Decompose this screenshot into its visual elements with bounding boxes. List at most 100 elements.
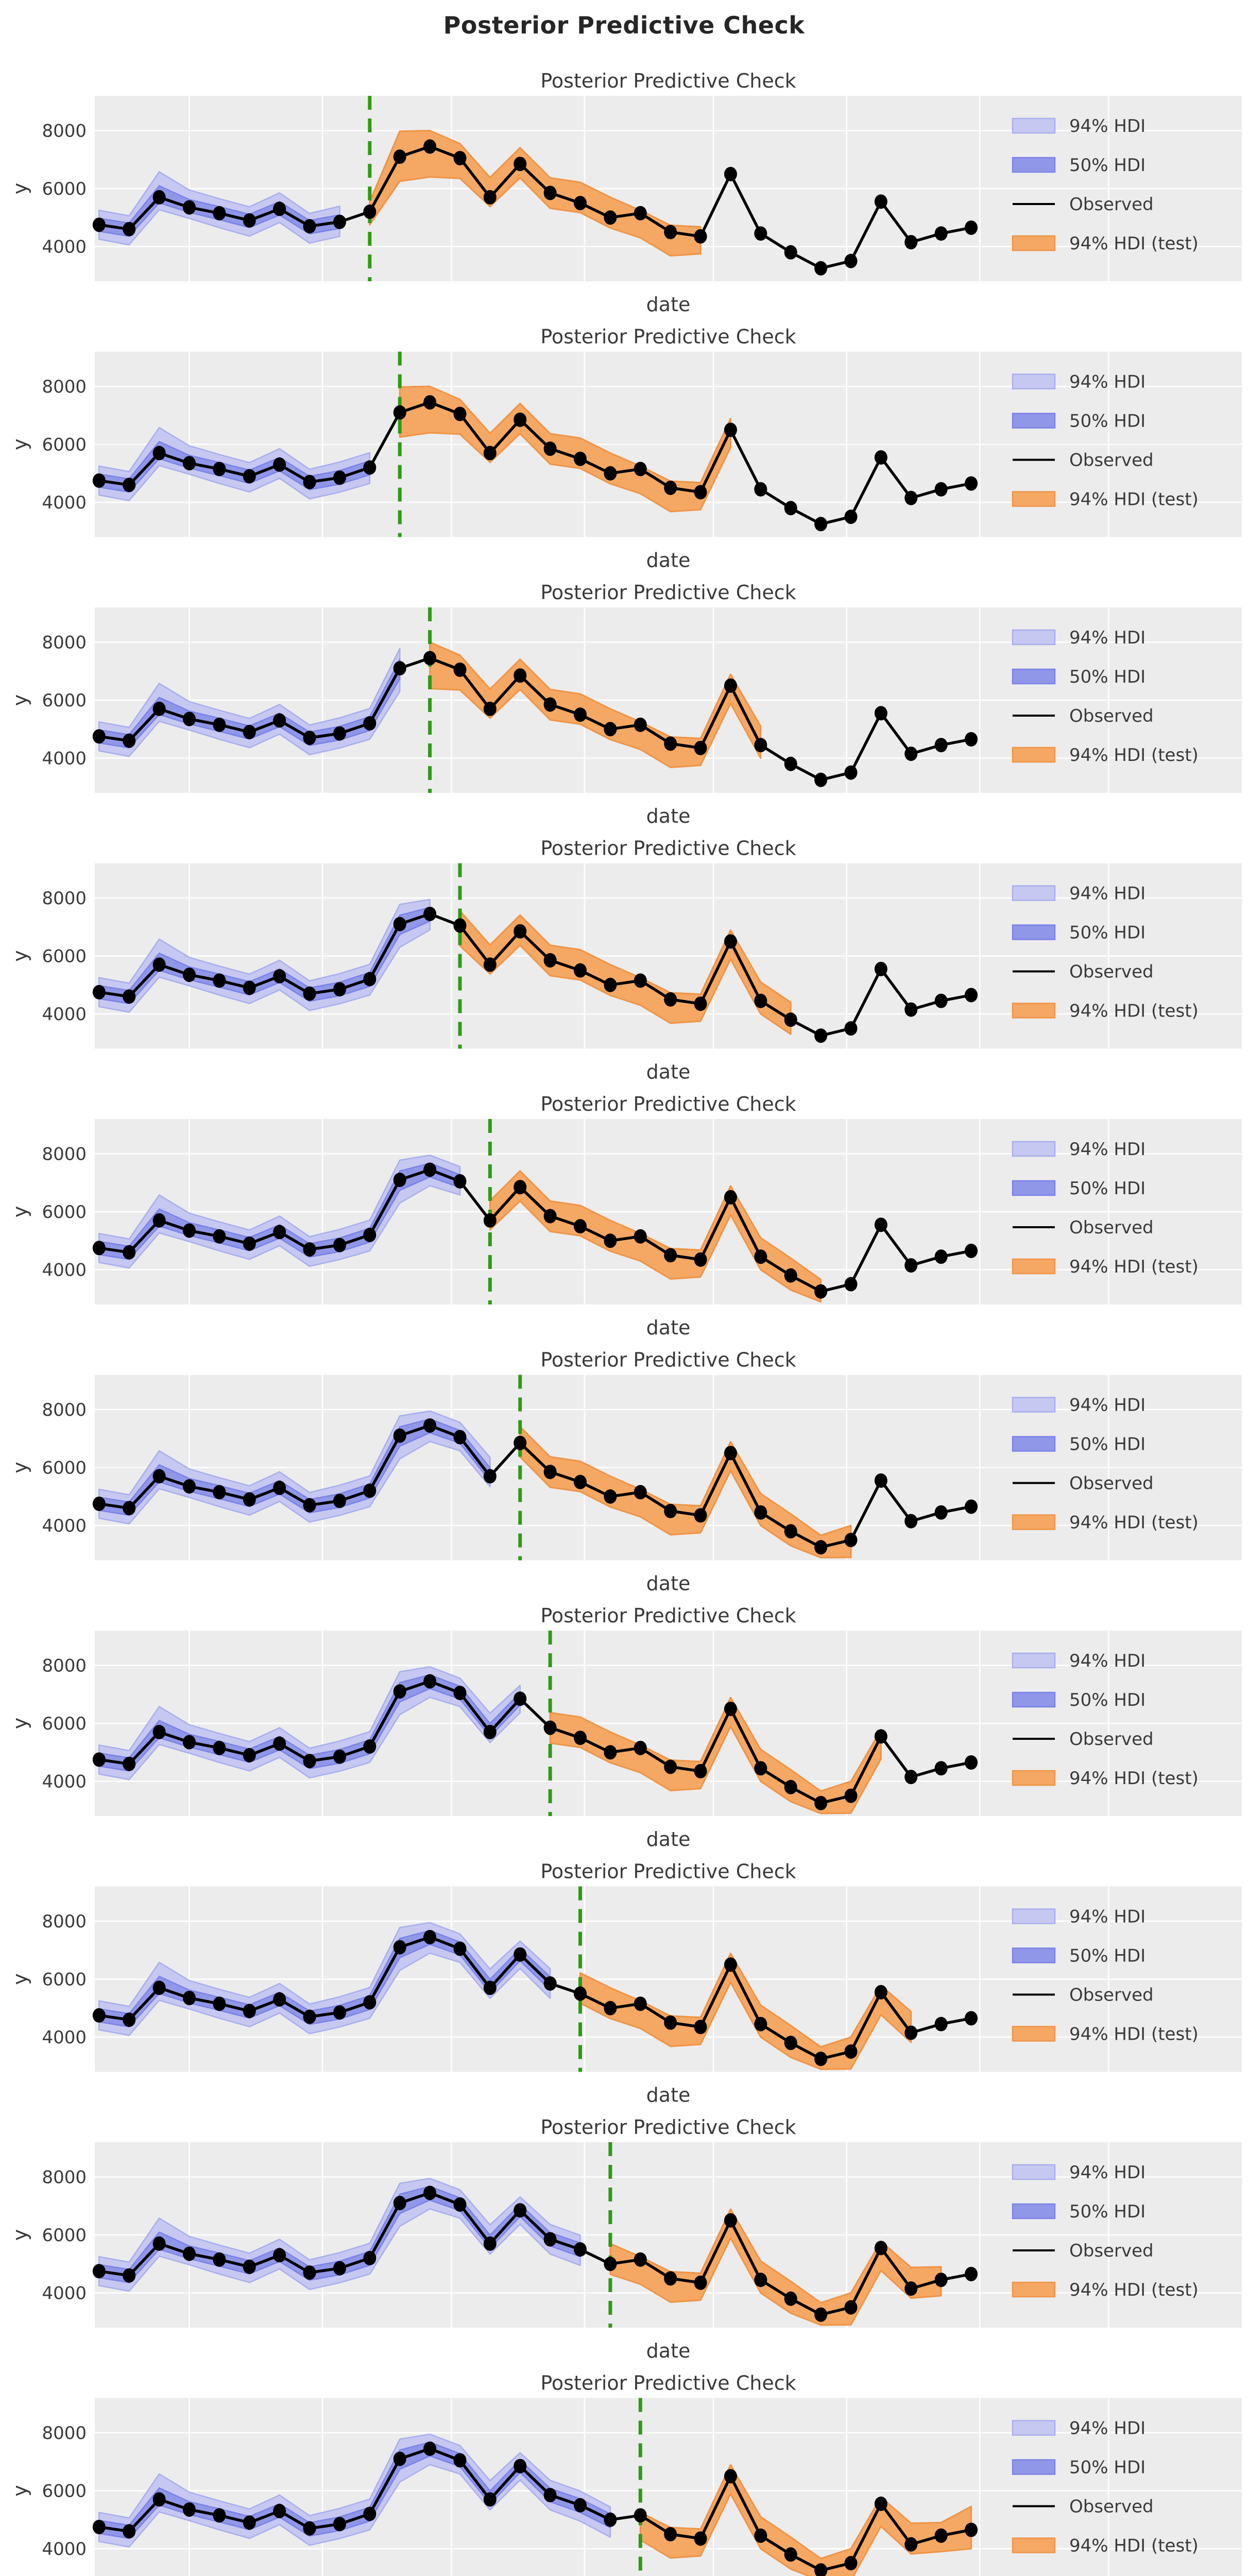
observed-point	[243, 469, 256, 484]
observed-point	[784, 1780, 797, 1794]
observed-point	[694, 1764, 707, 1778]
subplot-title: Posterior Predictive Check	[540, 581, 796, 604]
y-tick-label: 6000	[42, 946, 87, 967]
observed-point	[213, 717, 226, 732]
observed-point	[213, 2508, 226, 2523]
observed-point	[152, 1980, 166, 1995]
observed-point	[604, 2512, 617, 2527]
observed-point	[543, 953, 557, 968]
observed-point	[152, 190, 166, 205]
subplot-8: Posterior Predictive Check date y 4000 6000 8…	[9, 2116, 1242, 2362]
y-tick-label: 4000	[42, 1260, 87, 1281]
y-tick-label: 4000	[42, 493, 87, 513]
observed-point	[574, 1731, 587, 1745]
observed-point	[754, 226, 767, 241]
observed-point	[724, 166, 737, 181]
observed-point	[363, 2251, 377, 2265]
legend-label-observed: Observed	[1069, 450, 1154, 471]
observed-point	[934, 993, 948, 1008]
observed-point	[423, 1418, 437, 1433]
observed-point	[724, 2213, 737, 2228]
observed-point	[934, 1761, 948, 1776]
hdi94-test-band	[369, 130, 702, 257]
observed-point	[393, 149, 406, 164]
hdi94-test-band	[459, 910, 792, 1035]
y-tick-label: 4000	[42, 2283, 87, 2304]
observed-point	[393, 2196, 406, 2211]
observed-point	[393, 2451, 406, 2466]
observed-point	[784, 1012, 797, 1027]
observed-point	[604, 2001, 617, 2015]
observed-point	[634, 1740, 647, 1755]
x-axis-label: date	[646, 1061, 691, 1083]
observed-point	[634, 462, 647, 477]
y-tick-label: 8000	[42, 2167, 87, 2188]
y-axis-label: y	[9, 183, 31, 195]
observed-point	[724, 1190, 737, 1205]
observed-point	[393, 405, 406, 420]
observed-point	[363, 1483, 377, 1498]
observed-point	[243, 2515, 256, 2530]
observed-point	[694, 229, 707, 244]
observed-point	[303, 986, 316, 1001]
observed-point	[243, 1236, 256, 1251]
y-tick-label: 4000	[42, 749, 87, 769]
observed-point	[694, 2020, 707, 2035]
observed-point	[604, 2257, 617, 2272]
x-axis-label: date	[646, 1316, 691, 1339]
observed-point	[604, 1233, 617, 1248]
observed-point	[514, 1947, 527, 1962]
observed-point	[182, 1735, 196, 1750]
observed-point	[754, 738, 767, 753]
y-tick-label: 4000	[42, 1516, 87, 1536]
observed-point	[182, 2246, 196, 2261]
legend-label-hdi94: 94% HDI	[1069, 1907, 1146, 1927]
observed-point	[213, 206, 226, 221]
observed-point	[754, 993, 767, 1008]
observed-point	[874, 706, 887, 721]
observed-point	[123, 1245, 136, 1260]
legend-label-hdi50: 50% HDI	[1069, 2458, 1146, 2478]
observed-point	[182, 1991, 196, 2006]
observed-point	[393, 1428, 406, 1443]
observed-point	[543, 1464, 557, 1479]
observed-point	[784, 2036, 797, 2050]
observed-point	[123, 1501, 136, 1516]
subplot-7: Posterior Predictive Check date y 4000 6000 8…	[9, 1860, 1242, 2107]
subplot-2: Posterior Predictive Check date y 4000 6000 8…	[9, 581, 1242, 827]
observed-point	[784, 1268, 797, 1283]
observed-point	[724, 1446, 737, 1461]
y-tick-label: 8000	[42, 1911, 87, 1932]
observed-point	[844, 253, 858, 268]
y-tick-label: 6000	[42, 1202, 87, 1223]
subplot-3: Posterior Predictive Check date y 4000 6000 8…	[9, 837, 1242, 1083]
observed-point	[543, 2232, 557, 2247]
legend-swatch-hdi_test	[1012, 1514, 1056, 1530]
legend-swatch-hdi50	[1012, 1947, 1056, 1963]
legend-swatch-hdi94	[1012, 2420, 1056, 2436]
legend-swatch-hdi94	[1012, 1141, 1056, 1157]
legend-swatch-hdi_test	[1012, 2537, 1056, 2553]
observed-point	[844, 510, 858, 524]
observed-point	[333, 1749, 346, 1764]
legend-swatch-hdi50	[1012, 924, 1056, 940]
observed-point	[543, 697, 557, 712]
legend-label-hdi_test: 94% HDI (test)	[1069, 1768, 1199, 1789]
observed-point	[574, 196, 587, 211]
observed-point	[904, 2281, 918, 2296]
legend-label-hdi94: 94% HDI	[1069, 1651, 1146, 1671]
observed-point	[182, 456, 196, 471]
legend-label-observed: Observed	[1069, 1729, 1154, 1750]
observed-point	[152, 2236, 166, 2251]
observed-point	[243, 724, 256, 739]
legend-swatch-hdi94	[1012, 885, 1056, 901]
observed-point	[363, 205, 377, 219]
observed-point	[574, 451, 587, 466]
y-tick-label: 8000	[42, 2423, 87, 2444]
observed-point	[393, 661, 406, 676]
observed-point	[604, 722, 617, 737]
observed-point	[694, 2275, 707, 2290]
subplot-title: Posterior Predictive Check	[540, 1604, 796, 1627]
observed-point	[92, 2264, 106, 2279]
